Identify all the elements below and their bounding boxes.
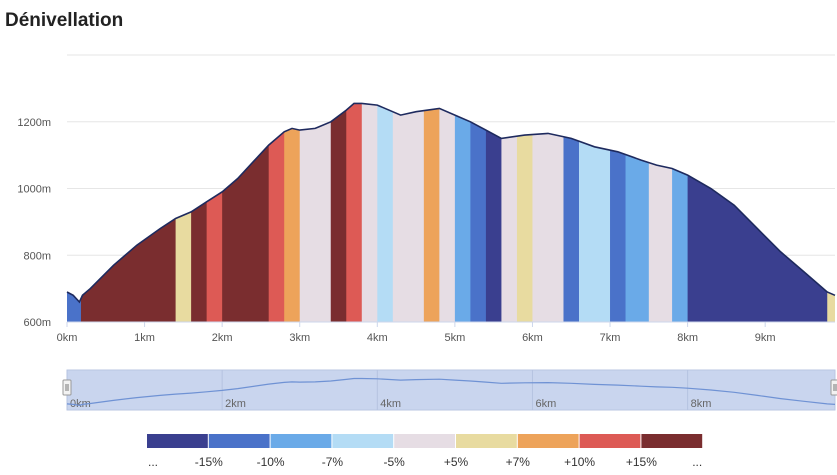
gradient-segment	[485, 103, 502, 322]
gradient-segment	[346, 103, 363, 322]
gradient-segment	[377, 103, 394, 322]
x-tick-label: 8km	[677, 332, 698, 344]
y-tick-label: 800m	[23, 250, 51, 262]
x-tick-label: 4km	[367, 332, 388, 344]
gradient-segment	[501, 103, 518, 322]
x-tick-label: 5km	[444, 332, 465, 344]
gradient-segment	[284, 103, 301, 322]
y-tick-label: 1200m	[17, 117, 51, 129]
x-tick-label: 1km	[134, 332, 155, 344]
legend-swatch	[208, 434, 270, 448]
gradient-segment	[423, 103, 440, 322]
gradient-segment	[392, 103, 425, 322]
navigator-tick-label: 8km	[691, 398, 712, 410]
legend-label: +10%	[564, 455, 595, 469]
legend-label: ...	[148, 455, 158, 469]
gradient-segment	[648, 103, 673, 322]
legend-label: ...	[692, 455, 702, 469]
legend-label: -7%	[322, 455, 344, 469]
legend-swatch	[517, 434, 579, 448]
gradient-segment	[361, 103, 378, 322]
gradient-segment	[687, 103, 828, 322]
x-tick-label: 9km	[755, 332, 776, 344]
x-tick-label: 0km	[57, 332, 78, 344]
x-tick-label: 2km	[212, 332, 233, 344]
gradient-segment	[67, 103, 82, 322]
gradient-segment	[222, 103, 270, 322]
legend-label: +15%	[626, 455, 657, 469]
legend-swatch	[579, 434, 641, 448]
gradient-segments	[67, 103, 835, 322]
gradient-segment	[470, 103, 487, 322]
gradient-segment	[330, 103, 347, 322]
legend-swatch	[456, 434, 517, 448]
x-tick-label: 7km	[600, 332, 621, 344]
legend-label: +7%	[506, 455, 531, 469]
legend-label: -5%	[384, 455, 406, 469]
gradient-segment	[175, 103, 192, 322]
elevation-line	[66, 102, 836, 304]
legend-swatch	[332, 434, 394, 448]
y-axis: 600m 800m 1000m 1200m	[17, 117, 51, 329]
navigator-tick-label: 6km	[535, 398, 556, 410]
gradient-segment	[827, 103, 835, 322]
x-tick-label: 3km	[289, 332, 310, 344]
x-axis: 0km 1km 2km 3km 4km 5km 6km 7km 8km 9km	[57, 321, 835, 344]
gradient-segment	[299, 103, 332, 322]
gradient-segment	[454, 103, 471, 322]
navigator[interactable]: 0km 2km 4km 6km 8km	[62, 369, 837, 411]
legend-label: -15%	[195, 455, 223, 469]
legend-swatch	[641, 434, 703, 448]
legend-label: +5%	[444, 455, 469, 469]
gradient-segment	[268, 103, 285, 322]
legend-swatch	[394, 434, 455, 448]
gradient-segment	[80, 103, 177, 322]
legend-swatch	[270, 434, 332, 448]
gradient-segment	[532, 103, 564, 322]
x-tick-label: 6km	[522, 332, 543, 344]
gradient-segment	[563, 103, 580, 322]
navigator-tick-label: 0km	[70, 398, 91, 410]
y-tick-label: 1000m	[17, 184, 51, 196]
navigator-range[interactable]	[66, 369, 836, 411]
gradient-segment	[610, 103, 627, 322]
gradient-legend: ... -15% -10% -7% -5% +5% +7% +10% +15%...	[147, 434, 702, 469]
chart-title: Dénivellation	[5, 10, 124, 31]
navigator-right-handle[interactable]	[830, 379, 837, 396]
legend-label: -10%	[257, 455, 285, 469]
navigator-left-handle[interactable]	[62, 379, 72, 396]
navigator-line	[66, 377, 836, 406]
gradient-segment	[672, 103, 689, 322]
gradient-segment	[439, 103, 456, 322]
legend-swatch	[147, 434, 208, 448]
gradient-segment	[625, 103, 650, 322]
navigator-tick-label: 4km	[380, 398, 401, 410]
gradient-segment	[516, 103, 533, 322]
gradient-segment	[206, 103, 223, 322]
y-tick-label: 600m	[23, 317, 51, 329]
gradient-segment	[579, 103, 611, 322]
gradient-segment	[191, 103, 208, 322]
navigator-tick-label: 2km	[225, 398, 246, 410]
